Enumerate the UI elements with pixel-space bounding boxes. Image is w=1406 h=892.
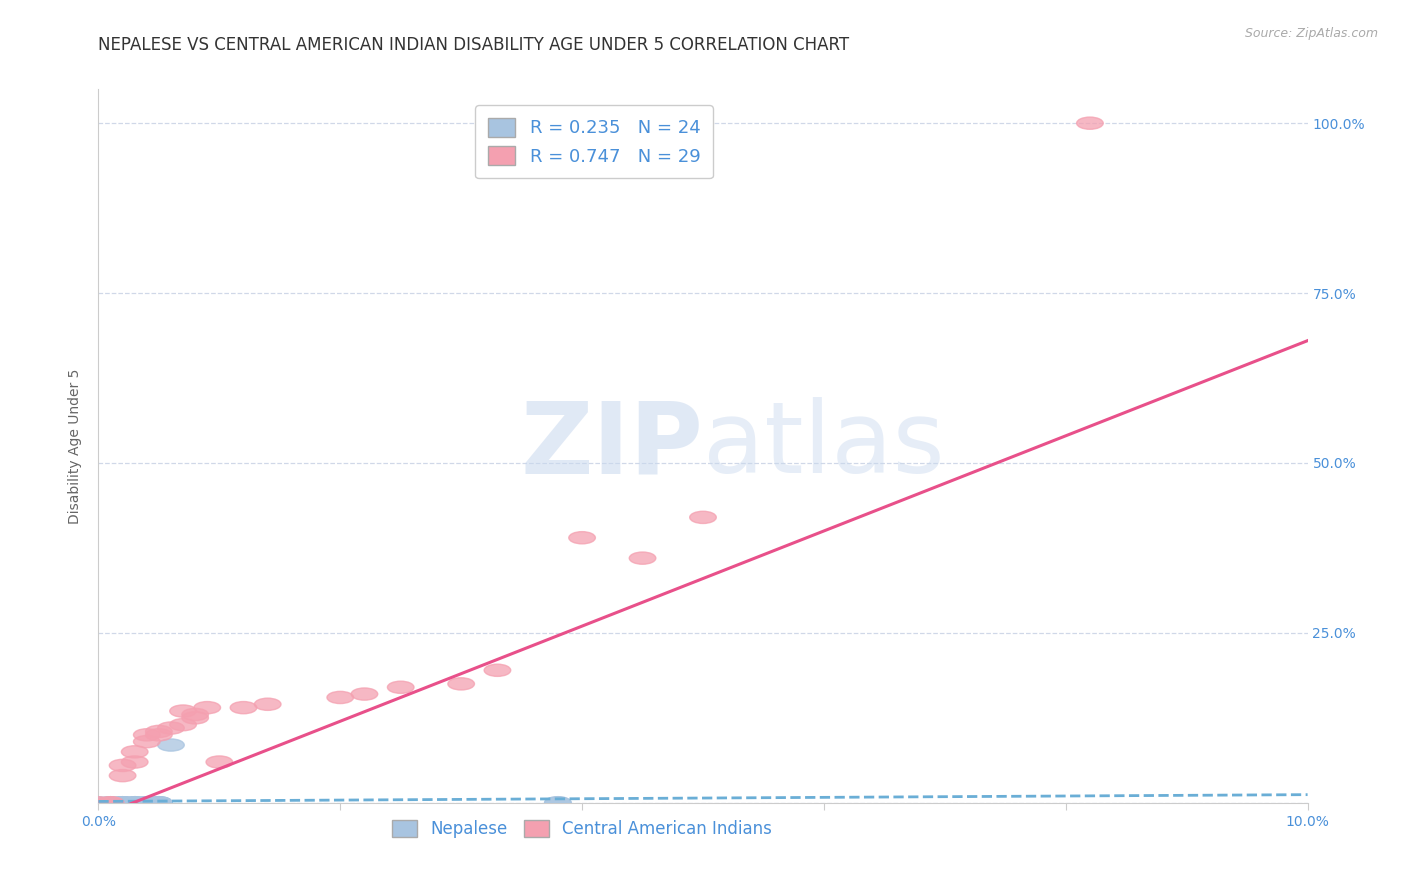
Ellipse shape [352,688,378,700]
Ellipse shape [86,797,111,809]
Ellipse shape [157,722,184,734]
Ellipse shape [630,552,655,565]
Ellipse shape [157,739,184,751]
Ellipse shape [134,797,160,809]
Ellipse shape [146,797,172,809]
Ellipse shape [110,759,136,772]
Legend: Nepalese, Central American Indians: Nepalese, Central American Indians [385,813,779,845]
Ellipse shape [170,719,197,731]
Ellipse shape [170,705,197,717]
Text: ZIP: ZIP [520,398,703,494]
Ellipse shape [544,797,571,809]
Ellipse shape [110,770,136,781]
Ellipse shape [449,678,474,690]
Ellipse shape [544,797,571,809]
Ellipse shape [97,797,124,809]
Ellipse shape [254,698,281,710]
Ellipse shape [146,797,172,809]
Ellipse shape [388,681,413,693]
Ellipse shape [1077,117,1104,129]
Ellipse shape [207,756,232,768]
Ellipse shape [146,729,172,741]
Ellipse shape [110,797,136,809]
Ellipse shape [194,701,221,714]
Ellipse shape [134,797,160,809]
Ellipse shape [97,797,124,809]
Ellipse shape [97,797,124,809]
Ellipse shape [146,797,172,809]
Text: NEPALESE VS CENTRAL AMERICAN INDIAN DISABILITY AGE UNDER 5 CORRELATION CHART: NEPALESE VS CENTRAL AMERICAN INDIAN DISA… [98,36,849,54]
Ellipse shape [97,797,124,809]
Ellipse shape [146,725,172,738]
Ellipse shape [121,746,148,758]
Ellipse shape [121,797,148,809]
Ellipse shape [328,691,353,704]
Ellipse shape [110,797,136,809]
Ellipse shape [484,665,510,676]
Text: atlas: atlas [703,398,945,494]
Ellipse shape [181,708,208,721]
Ellipse shape [97,797,124,809]
Ellipse shape [110,797,136,809]
Ellipse shape [231,701,257,714]
Ellipse shape [121,797,148,809]
Ellipse shape [110,797,136,809]
Ellipse shape [121,756,148,768]
Ellipse shape [134,797,160,809]
Y-axis label: Disability Age Under 5: Disability Age Under 5 [69,368,83,524]
Ellipse shape [134,729,160,741]
Ellipse shape [181,712,208,724]
Ellipse shape [146,797,172,809]
Ellipse shape [134,797,160,809]
Ellipse shape [110,797,136,809]
Ellipse shape [121,797,148,809]
Ellipse shape [86,797,111,809]
Ellipse shape [690,511,716,524]
Ellipse shape [134,736,160,747]
Text: Source: ZipAtlas.com: Source: ZipAtlas.com [1244,27,1378,40]
Ellipse shape [121,797,148,809]
Ellipse shape [569,532,595,544]
